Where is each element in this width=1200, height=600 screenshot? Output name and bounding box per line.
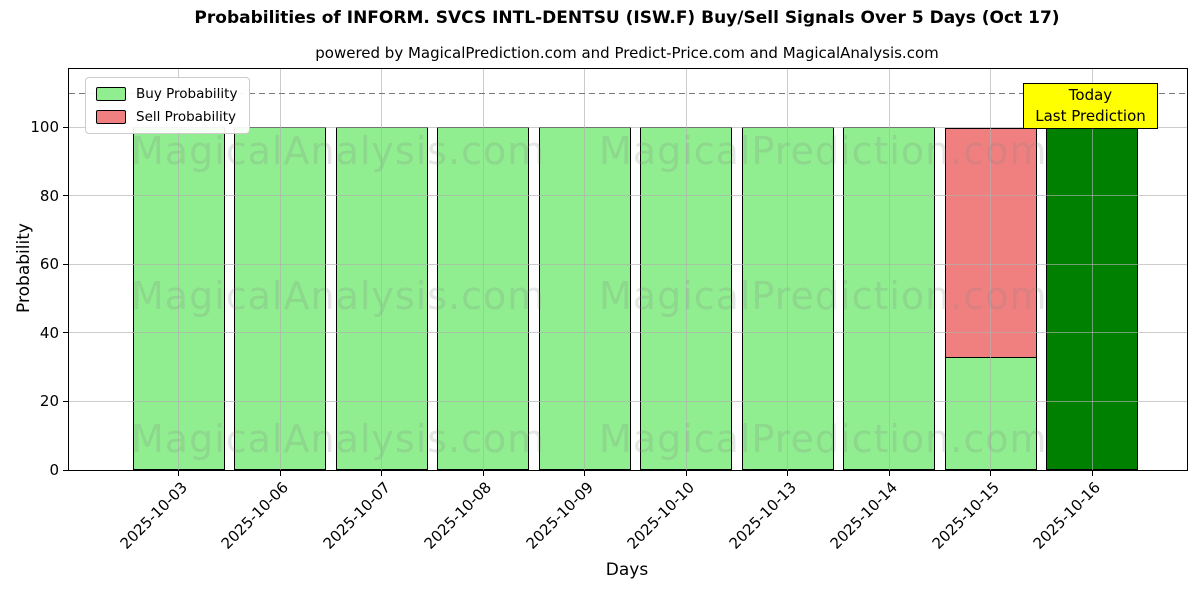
watermark-text-right-1: MagicalPrediction.com <box>599 274 1048 318</box>
x-tick-mark-2025-10-15 <box>990 470 991 476</box>
watermark-text-left-0: MagicalAnalysis.com <box>131 129 546 173</box>
gridline-v-2025-10-07 <box>381 69 382 470</box>
buy-swatch-icon <box>96 87 126 101</box>
x-tick-label-2025-10-07: 2025-10-07 <box>319 478 394 553</box>
legend-item-sell: Sell Probability <box>96 109 237 125</box>
gridline-h-60 <box>69 263 1187 265</box>
x-axis-label: Days <box>605 560 649 580</box>
watermark-text-right-0: MagicalPrediction.com <box>599 129 1048 173</box>
dashed-threshold-line <box>69 92 1187 95</box>
y-tick-mark-20 <box>63 400 69 402</box>
gridline-v-2025-10-15 <box>990 69 991 470</box>
legend-label-buy: Buy Probability <box>136 86 238 102</box>
gridline-v-2025-10-13 <box>787 69 788 470</box>
x-tick-mark-2025-10-10 <box>685 470 687 476</box>
gridline-v-2025-10-08 <box>482 69 484 470</box>
y-tick-mark-60 <box>63 263 69 265</box>
x-tick-mark-2025-10-03 <box>178 470 179 476</box>
y-tick-mark-100 <box>63 126 69 128</box>
chart-subtitle: powered by MagicalPrediction.com and Pre… <box>315 44 939 62</box>
y-tick-mark-80 <box>63 195 69 197</box>
y-tick-label-60: 60 <box>39 255 59 274</box>
x-tick-mark-2025-10-16 <box>1091 470 1093 476</box>
plot-area: MagicalAnalysis.com MagicalPrediction.com… <box>30 68 1188 553</box>
legend-item-buy: Buy Probability <box>96 86 237 102</box>
gridline-h-20 <box>69 400 1187 402</box>
y-tick-mark-0 <box>63 469 69 471</box>
x-tick-label-2025-10-09: 2025-10-09 <box>522 478 597 553</box>
x-tick-label-2025-10-13: 2025-10-13 <box>725 478 800 553</box>
x-tick-label-2025-10-16: 2025-10-16 <box>1029 478 1105 553</box>
legend-label-sell: Sell Probability <box>136 109 237 125</box>
x-tick-label-2025-10-08: 2025-10-08 <box>420 478 496 553</box>
gridline-h-100 <box>69 126 1187 128</box>
plot-clip-layer: MagicalAnalysis.com MagicalPrediction.com… <box>69 69 1187 470</box>
today-annotation: Today Last Prediction <box>1023 83 1158 129</box>
x-tick-label-2025-10-14: 2025-10-14 <box>826 478 902 553</box>
x-tick-mark-2025-10-14 <box>888 470 890 476</box>
x-tick-label-2025-10-06: 2025-10-06 <box>217 478 293 553</box>
x-tick-mark-2025-10-08 <box>482 470 484 476</box>
x-tick-mark-2025-10-07 <box>381 470 382 476</box>
today-annotation-line2: Last Prediction <box>1035 107 1146 125</box>
x-tick-label-2025-10-03: 2025-10-03 <box>116 478 191 553</box>
x-tick-mark-2025-10-09 <box>584 470 585 476</box>
sell-swatch-icon <box>96 110 126 124</box>
x-tick-mark-2025-10-13 <box>787 470 788 476</box>
gridline-h-40 <box>69 332 1187 334</box>
x-tick-mark-2025-10-06 <box>279 470 281 476</box>
gridline-h-80 <box>69 195 1187 197</box>
today-annotation-line1: Today <box>1068 86 1113 104</box>
y-tick-mark-40 <box>63 332 69 334</box>
watermark-text-left-2: MagicalAnalysis.com <box>131 417 546 461</box>
watermark-text-right-2: MagicalPrediction.com <box>599 417 1048 461</box>
legend: Buy Probability Sell Probability <box>85 77 251 134</box>
gridline-v-2025-10-09 <box>584 69 585 470</box>
y-tick-label-40: 40 <box>39 323 59 342</box>
watermark-text-left-1: MagicalAnalysis.com <box>131 274 546 318</box>
gridline-v-2025-10-03 <box>178 69 179 470</box>
y-tick-label-100: 100 <box>30 118 59 137</box>
y-tick-label-80: 80 <box>39 186 59 205</box>
gridline-v-2025-10-06 <box>279 69 281 470</box>
chart-title: Probabilities of INFORM. SVCS INTL-DENTS… <box>194 8 1060 28</box>
gridline-v-2025-10-14 <box>888 69 890 470</box>
y-tick-label-20: 20 <box>39 392 59 411</box>
x-tick-label-2025-10-10: 2025-10-10 <box>623 478 699 553</box>
gridline-v-2025-10-10 <box>685 69 687 470</box>
y-tick-label-0: 0 <box>49 461 59 479</box>
x-tick-label-2025-10-15: 2025-10-15 <box>928 478 1003 553</box>
gridline-v-2025-10-16 <box>1091 69 1093 470</box>
